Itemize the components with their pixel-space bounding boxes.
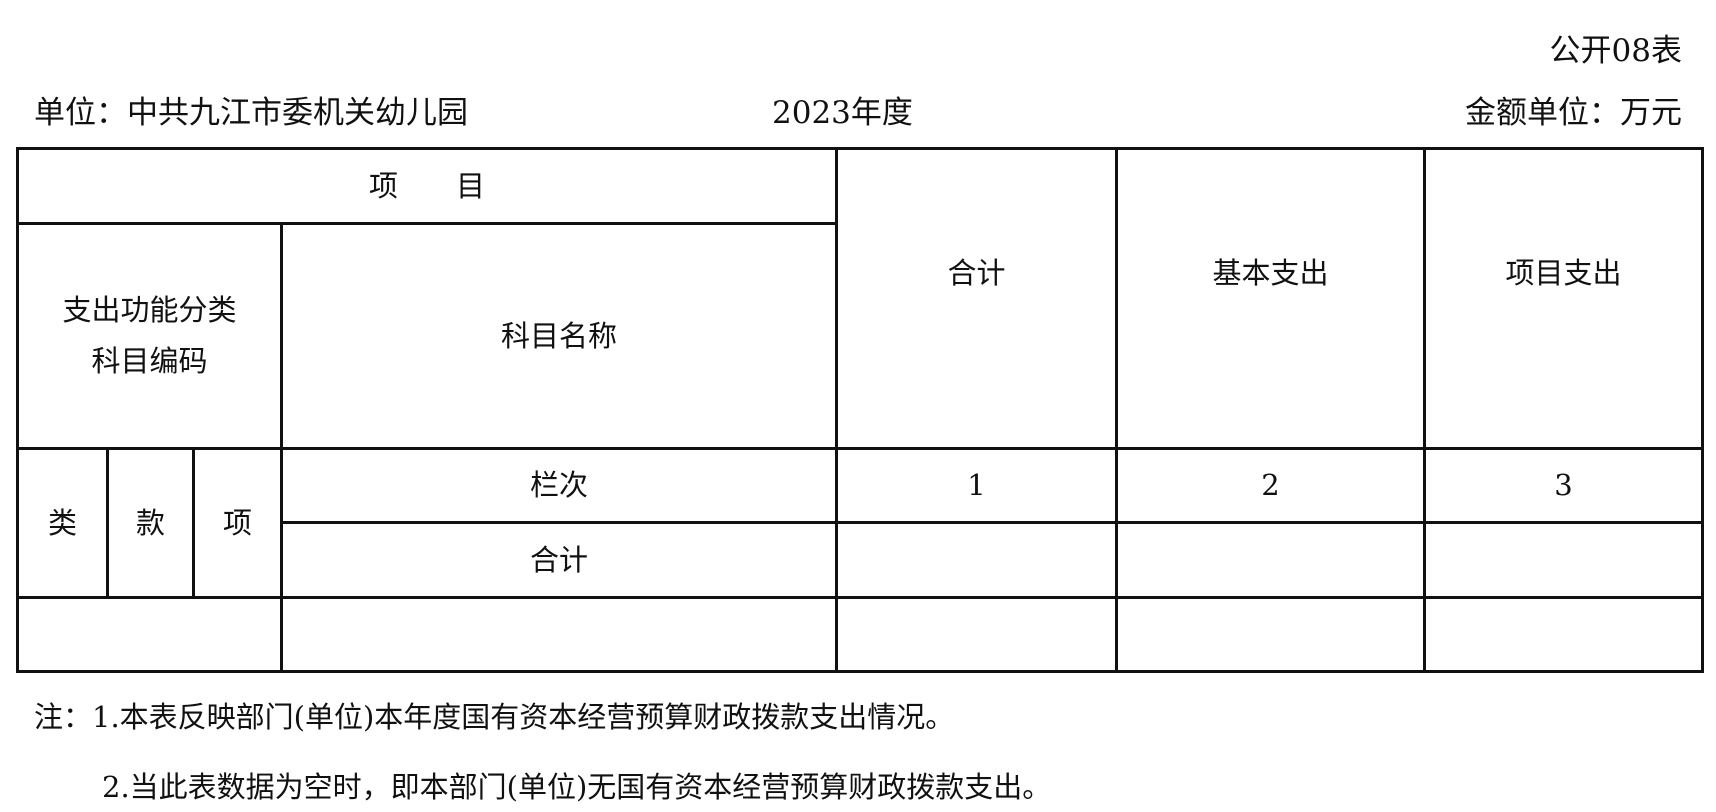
total-row-basic xyxy=(1118,524,1423,596)
header-code: 支出功能分类 科目编码 xyxy=(19,225,280,447)
header-total: 合计 xyxy=(838,150,1115,447)
header-total-label: 合计 xyxy=(947,256,1006,291)
data-row-project xyxy=(1426,599,1701,670)
form-code: 公开08表 xyxy=(1549,33,1682,69)
divider xyxy=(281,521,1704,524)
unit-label: 单位：中共九江市委机关幼儿园 xyxy=(34,95,468,131)
note-2: 2.当此表数据为空时，即本部门(单位)无国有资本经营预算财政拨款支出。 xyxy=(102,770,1052,804)
data-row-code xyxy=(19,599,280,670)
row-index-2: 2 xyxy=(1261,468,1280,503)
header-project-label: 项目支出 xyxy=(1505,256,1622,291)
total-row-project xyxy=(1426,524,1701,596)
data-row-name xyxy=(283,599,835,670)
total-row-total xyxy=(838,524,1115,596)
header-item: 项 目 xyxy=(368,168,485,203)
divider xyxy=(16,447,1704,450)
divider xyxy=(16,596,1704,599)
divider xyxy=(106,447,109,598)
amount-unit: 金额单位：万元 xyxy=(1465,95,1682,131)
note-1: 注：1.本表反映部门(单位)本年度国有资本经营预算财政拨款支出情况。 xyxy=(34,700,955,734)
year-label: 2023年度 xyxy=(772,95,913,131)
header-basic-label: 基本支出 xyxy=(1212,256,1329,291)
divider xyxy=(835,147,838,673)
sub-xiang: 项 xyxy=(222,505,252,540)
sub-kuan: 款 xyxy=(135,505,165,540)
row-index-1: 1 xyxy=(967,468,986,503)
divider xyxy=(1115,147,1118,673)
total-row-label: 合计 xyxy=(529,542,588,577)
divider xyxy=(192,447,195,598)
sub-lei: 类 xyxy=(47,505,77,540)
header-name: 科目名称 xyxy=(500,318,617,353)
divider xyxy=(1423,147,1426,673)
table-border-bottom xyxy=(16,670,1704,673)
header-project: 项目支出 xyxy=(1426,150,1701,447)
table-border-top xyxy=(16,147,1704,150)
header-code-line2: 科目编码 xyxy=(91,344,208,378)
data-row-total xyxy=(838,599,1115,670)
header-code-line1: 支出功能分类 xyxy=(62,293,237,328)
row-index-3: 3 xyxy=(1554,468,1573,503)
divider xyxy=(16,147,19,673)
divider xyxy=(280,222,283,673)
data-row-basic xyxy=(1118,599,1423,670)
table-border-right xyxy=(1701,147,1704,673)
divider xyxy=(16,222,837,225)
header-basic: 基本支出 xyxy=(1118,150,1423,447)
row-index-label: 栏次 xyxy=(529,468,588,503)
